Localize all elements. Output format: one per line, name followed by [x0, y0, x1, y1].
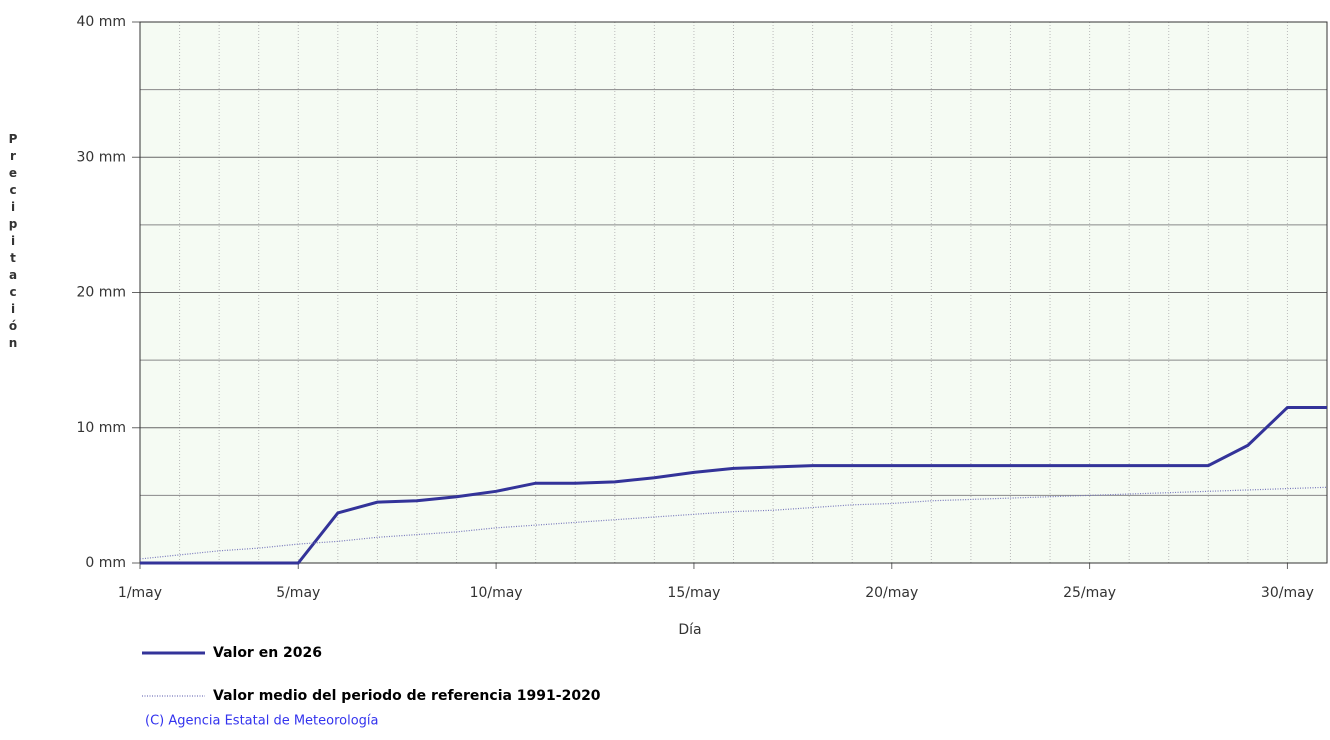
- x-tick-label: 15/may: [667, 585, 720, 601]
- plot-border: [139, 21, 1328, 564]
- series-line: [140, 405, 1327, 565]
- y-tick-label: 10 mm: [76, 420, 126, 436]
- x-tick-label: 30/may: [1261, 585, 1314, 601]
- legend-label: Valor en 2026: [213, 645, 322, 661]
- y-tick-label: 0 mm: [85, 555, 126, 571]
- x-tick-label: 25/may: [1063, 585, 1116, 601]
- series-line: [139, 486, 1328, 560]
- x-tick-label: 5/may: [276, 585, 320, 601]
- y-axis-label: Precipitación: [6, 132, 20, 353]
- y-tick-label: 20 mm: [76, 285, 126, 301]
- legend-label: Valor medio del periodo de referencia 19…: [213, 688, 601, 704]
- x-tick-label: 1/may: [118, 585, 162, 601]
- x-axis-label: Día: [678, 622, 701, 638]
- y-tick-label: 40 mm: [76, 14, 126, 30]
- x-tick-label: 10/may: [470, 585, 523, 601]
- y-tick-label: 30 mm: [76, 149, 126, 165]
- footer: (C) Agencia Estatal de Meteorología: [145, 714, 379, 729]
- x-tick-label: 20/may: [865, 585, 918, 601]
